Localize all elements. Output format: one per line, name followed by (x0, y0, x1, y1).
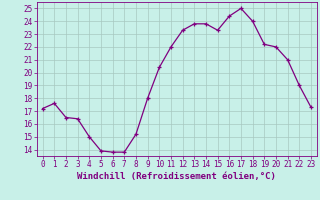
X-axis label: Windchill (Refroidissement éolien,°C): Windchill (Refroidissement éolien,°C) (77, 172, 276, 181)
